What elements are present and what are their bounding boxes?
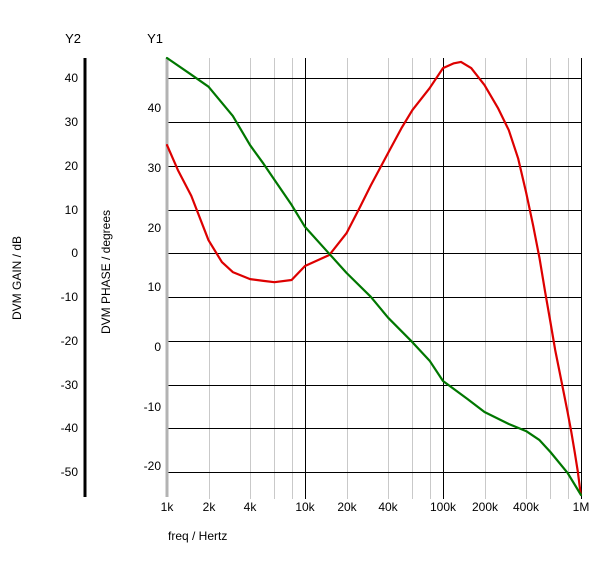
y2-tick-20: 20	[64, 159, 78, 173]
y1-tick--10: -10	[143, 400, 161, 414]
y2-tick--50: -50	[60, 465, 78, 479]
y2-tick-40: 40	[64, 71, 78, 85]
x-tick-2k: 2k	[202, 500, 216, 514]
x-tick-20k: 20k	[337, 500, 357, 514]
x-tick-1k: 1k	[160, 500, 174, 514]
x-axis-label: freq / Hertz	[168, 529, 228, 543]
y1-tick-20: 20	[147, 221, 161, 235]
x-tick-10k: 10k	[295, 500, 315, 514]
y1-tick-30: 30	[147, 161, 161, 175]
curve-dvm phase[interactable]	[165, 56, 583, 497]
x-tick-40k: 40k	[378, 500, 398, 514]
x-tick-1M: 1M	[572, 500, 590, 514]
x-tick-100k: 100k	[429, 500, 457, 514]
x-tick-200k: 200k	[471, 500, 499, 514]
y1-tick-0: 0	[154, 340, 161, 354]
y1-tick-40: 40	[147, 101, 161, 115]
y1-tick--20: -20	[143, 459, 161, 473]
y2-tick--30: -30	[60, 378, 78, 392]
y2-axis-title[interactable]: Y2	[65, 31, 81, 46]
y2-tick--40: -40	[60, 421, 78, 435]
x-tick-4k: 4k	[243, 500, 257, 514]
y2-tick--10: -10	[60, 290, 78, 304]
y1-axis-title[interactable]: Y1	[147, 31, 163, 46]
x-tick-400k: 400k	[512, 500, 540, 514]
y2-tick-30: 30	[64, 115, 78, 129]
y2-tick-10: 10	[64, 203, 78, 217]
y2-tick-0: 0	[71, 246, 78, 260]
y2-tick--20: -20	[60, 334, 78, 348]
y1-tick-10: 10	[147, 280, 161, 294]
curve-dvm gain[interactable]	[165, 60, 582, 496]
